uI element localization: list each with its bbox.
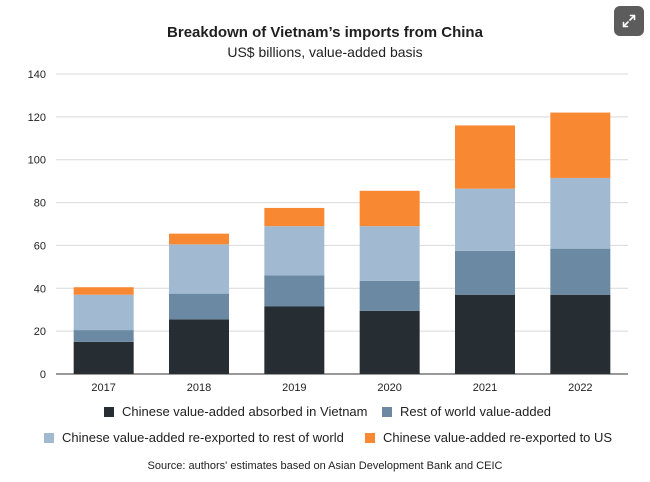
bar-segment — [550, 248, 611, 295]
bar-segment — [359, 280, 420, 311]
chart-subtitle: US$ billions, value-added basis — [227, 44, 423, 60]
legend-swatch-row — [382, 406, 392, 417]
legend-item: Rest of world value-added — [382, 404, 551, 419]
y-tick-label: 140 — [28, 69, 46, 81]
legend-swatch-reexport-row — [44, 432, 54, 443]
chart-title: Breakdown of Vietnam’s imports from Chin… — [167, 24, 483, 41]
bar-segment — [169, 293, 229, 320]
y-tick-label: 100 — [28, 155, 46, 167]
bar-segment — [73, 330, 134, 342]
x-tick-label: 2018 — [187, 382, 211, 394]
bar-segment — [169, 233, 229, 245]
bar-segment — [359, 226, 420, 281]
bar-segment — [169, 244, 229, 294]
bar-segment — [264, 275, 325, 307]
bar-segment — [455, 250, 515, 295]
legend-swatch-absorbed — [104, 406, 114, 417]
legend-label: Chinese value-added re-exported to US — [383, 430, 613, 445]
x-tick-label: 2021 — [473, 382, 497, 394]
expand-button[interactable] — [614, 6, 644, 36]
bar-segment — [73, 287, 134, 295]
bar-segment — [359, 310, 420, 374]
bar-chart: 0 20 40 60 80 100 120 140 2017 2018 2019 2020 2021 20… — [28, 69, 628, 394]
y-tick-label: 60 — [34, 240, 46, 252]
bar-segment — [73, 341, 134, 374]
y-tick-label: 80 — [34, 198, 46, 210]
x-tick-label: 2020 — [377, 382, 401, 394]
x-tick-label: 2022 — [568, 382, 592, 394]
legend-label: Chinese value-added re-exported to rest … — [62, 430, 344, 445]
x-tick-label: 2019 — [282, 382, 306, 394]
y-tick-label: 40 — [34, 283, 46, 295]
bar-segment — [73, 294, 134, 331]
source-note: Source: authors' estimates based on Asia… — [147, 460, 503, 472]
legend-item: Chinese value-added re-exported to US — [365, 430, 612, 445]
bar-segment — [455, 294, 515, 374]
y-tick-label: 20 — [34, 326, 46, 338]
bar-segment — [359, 190, 420, 227]
y-tick-label: 0 — [40, 369, 46, 381]
legend-item: Chinese value-added re-exported to rest … — [44, 430, 344, 445]
bar-segment — [264, 226, 325, 276]
bar-segment — [169, 319, 229, 374]
y-tick-label: 120 — [28, 112, 46, 124]
legend-label: Rest of world value-added — [400, 404, 552, 419]
legend-item: Chinese value-added absorbed in Vietnam — [104, 404, 367, 419]
bar-segment — [550, 177, 611, 249]
bar-segment — [264, 306, 325, 374]
bar-segment — [455, 125, 515, 189]
legend-swatch-reexport-us — [365, 432, 375, 443]
bar-segment — [264, 207, 325, 227]
bar-segment — [455, 188, 515, 251]
bar-segment — [550, 294, 611, 374]
x-tick-label: 2017 — [91, 382, 115, 394]
expand-arrows-icon — [622, 14, 636, 28]
legend-label: Chinese value-added absorbed in Vietnam — [122, 404, 368, 419]
bar-segment — [550, 112, 611, 178]
